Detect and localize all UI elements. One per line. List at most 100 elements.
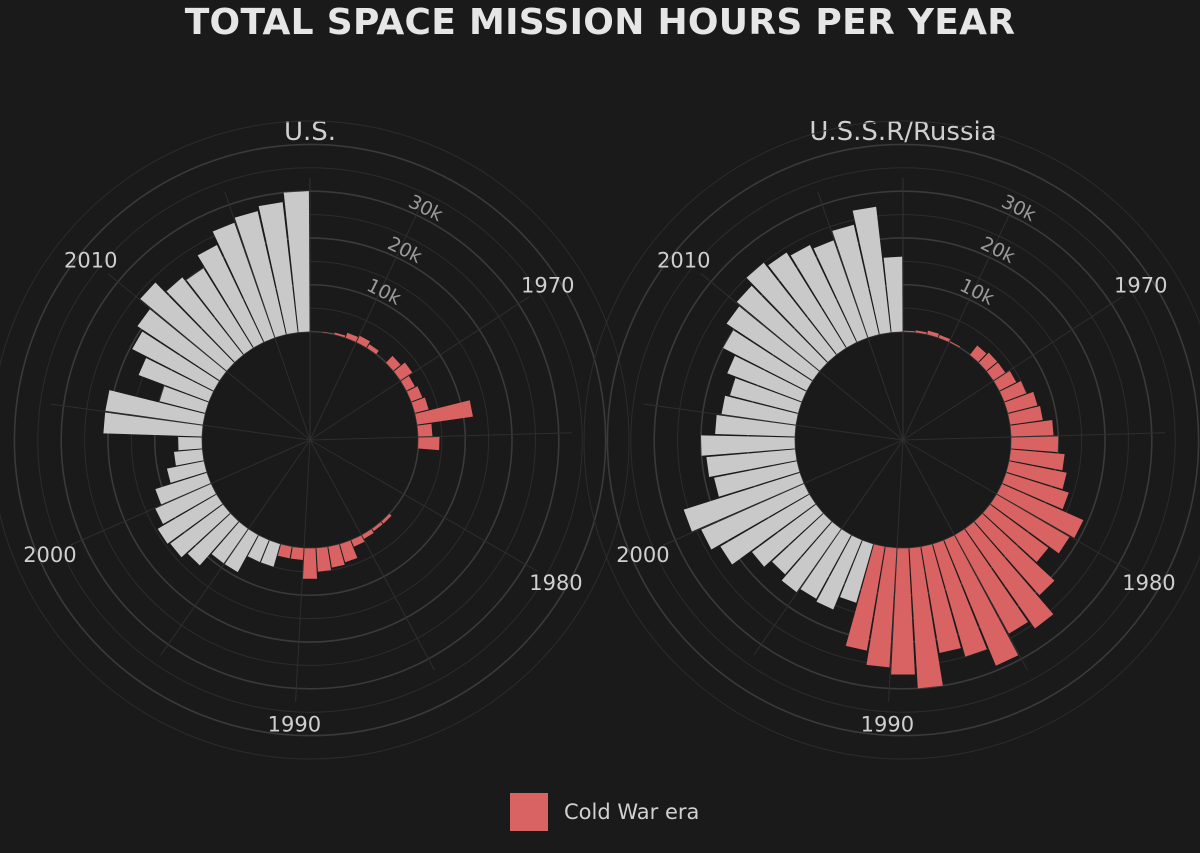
bar-1997 (752, 504, 823, 567)
bar-2003 (701, 435, 795, 456)
bar-1968 (385, 355, 401, 371)
grid-spoke (902, 296, 1123, 441)
bar-1990 (290, 547, 304, 560)
legend: Cold War era (510, 792, 699, 832)
bar-1982 (974, 513, 1055, 596)
bar-2001 (714, 461, 800, 497)
bar-2010 (140, 282, 235, 371)
bar-1992 (260, 540, 281, 567)
bar-1968 (978, 352, 998, 371)
bar-1973 (1008, 405, 1043, 425)
grid-spoke (50, 403, 311, 441)
bar-2016 (258, 202, 298, 335)
bar-1964 (938, 334, 951, 342)
grid-spoke (753, 439, 904, 656)
legend-label: Cold War era (564, 800, 700, 824)
bar-2008 (132, 331, 219, 391)
bar-1996 (772, 513, 832, 575)
bar-2005 (105, 390, 205, 425)
bar-1991 (845, 544, 885, 651)
bar-1993 (816, 535, 862, 610)
bar-2008 (723, 330, 812, 391)
bar-2014 (212, 222, 275, 342)
grid-spoke (309, 296, 530, 441)
bar-1969 (394, 362, 413, 381)
bar-2006 (730, 378, 802, 413)
bar-2000 (155, 472, 211, 505)
grid-spoke (309, 202, 423, 441)
panel-title: U.S.S.R/Russia (809, 117, 996, 147)
bar-1966 (367, 344, 379, 355)
bar-1978 (1002, 472, 1069, 510)
bar-1984 (955, 529, 1028, 634)
grid-spoke (902, 202, 1016, 441)
bar-1995 (781, 522, 841, 593)
angle-label: 2000 (23, 543, 76, 567)
bar-1989 (891, 548, 915, 675)
grid-circle (0, 120, 630, 760)
chart-title: TOTAL SPACE MISSION HOURS PER YEAR (184, 2, 1016, 43)
radial-tick-label: 10k (363, 274, 404, 309)
bar-1991 (277, 544, 292, 559)
bar-1972 (411, 397, 429, 413)
bar-2004 (103, 412, 203, 437)
bar-1980 (990, 494, 1070, 554)
bar-1979 (997, 484, 1084, 538)
grid-spoke (700, 273, 904, 441)
grid-circle (37, 167, 583, 713)
bar-1988 (316, 547, 332, 572)
bar-2014 (813, 240, 868, 342)
bar-1975 (418, 437, 440, 451)
bar-2002 (706, 449, 797, 477)
grid-spoke (902, 439, 1029, 671)
bar-1985 (944, 535, 1019, 666)
bar-2015 (234, 211, 286, 338)
bar-1972 (1004, 391, 1038, 413)
bar-1986 (932, 540, 987, 657)
angle-label: 2010 (64, 248, 117, 272)
bar-2003 (178, 436, 202, 451)
bar-1975 (1011, 436, 1059, 453)
angle-label: 1970 (521, 274, 574, 298)
bar-1985 (351, 535, 365, 547)
grid-spoke (107, 273, 311, 441)
bar-1984 (362, 529, 374, 539)
bar-1982 (381, 513, 392, 524)
grid-spoke (643, 403, 904, 441)
bar-1971 (406, 386, 423, 402)
bar-1996 (187, 513, 239, 566)
bar-2017 (883, 256, 903, 333)
bar-2010 (736, 285, 828, 371)
bar-2013 (790, 245, 857, 348)
bar-1987 (328, 544, 345, 568)
bar-1998 (720, 494, 816, 565)
bar-1999 (155, 484, 216, 524)
bar-1969 (987, 362, 1006, 381)
bar-1977 (1006, 461, 1067, 490)
bar-1974 (1010, 419, 1054, 437)
bar-1962 (322, 331, 334, 335)
bar-2009 (726, 306, 819, 381)
bar-2005 (721, 395, 798, 425)
angle-label: 1980 (1122, 571, 1175, 595)
grid-spoke (160, 439, 311, 656)
bar-1965 (949, 341, 960, 348)
grid-spoke (309, 439, 538, 572)
bar-2009 (137, 309, 226, 381)
bar-1965 (356, 335, 371, 348)
bar-1967 (969, 345, 987, 362)
bar-2012 (768, 252, 846, 355)
bar-2001 (166, 461, 207, 483)
bar-2017 (283, 191, 310, 333)
grid-spoke (224, 192, 311, 441)
grid-spoke (902, 432, 1165, 441)
bar-1987 (921, 544, 961, 653)
bar-1989 (302, 548, 318, 579)
radial-tick-label: 30k (998, 191, 1039, 226)
polar-chart-ussr-russia: U.S.S.R/Russia 1970 1980 1990 2000 2010 10k 20k… (583, 117, 1200, 760)
grid-circle (606, 143, 1200, 737)
radial-tick-label: 30k (405, 191, 446, 226)
grid-spoke (309, 432, 572, 441)
bar-1988 (909, 547, 943, 689)
